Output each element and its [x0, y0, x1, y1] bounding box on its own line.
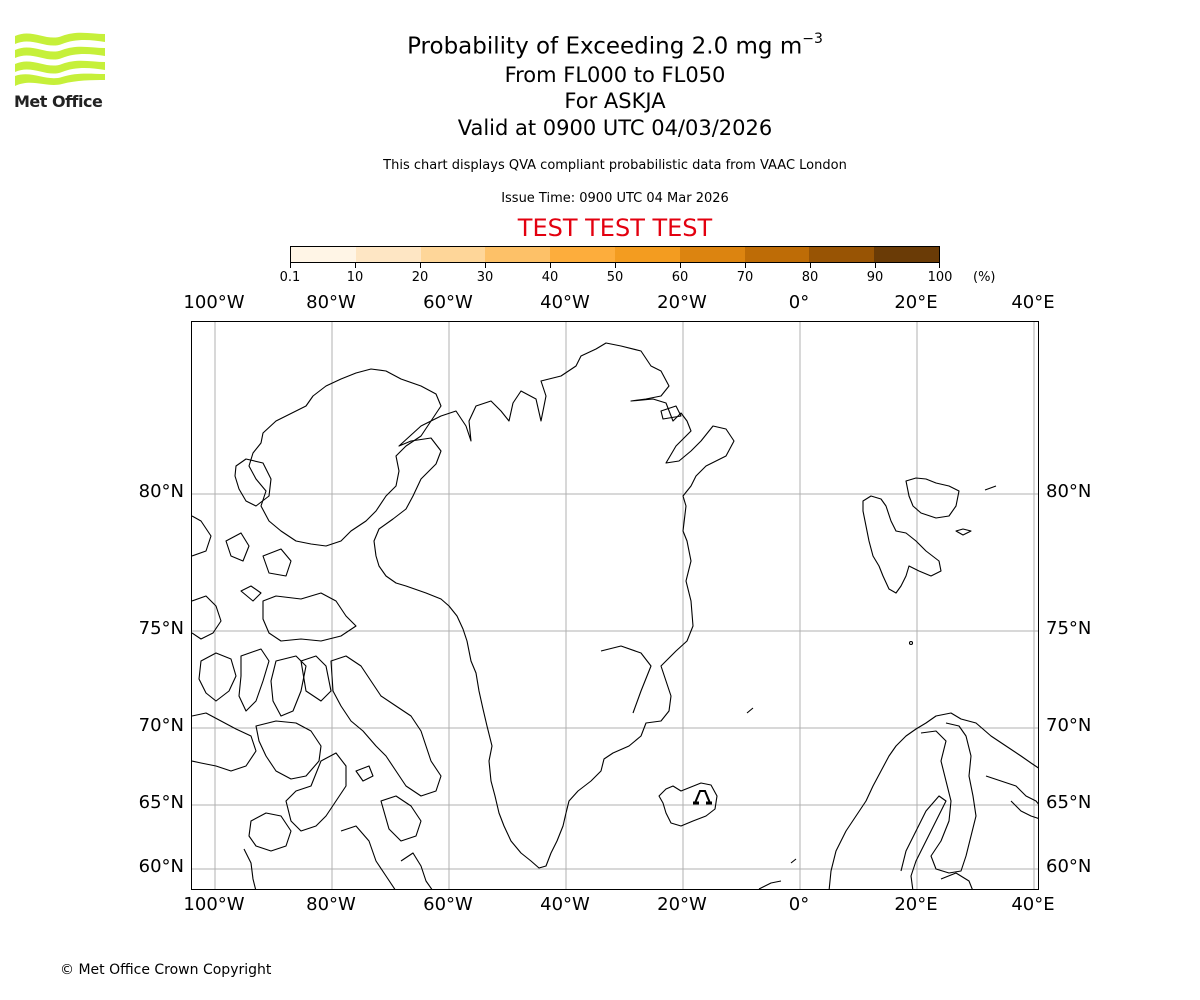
flight-level-range: From FL000 to FL050: [504, 63, 726, 87]
met-office-logo: Met Office: [12, 30, 108, 114]
gridlines: [192, 322, 1038, 889]
title-main: Probability of Exceeding 2.0 mg m: [407, 33, 803, 60]
latitude-label: 75°N: [1046, 618, 1092, 639]
colorbar-tick: [485, 263, 486, 268]
colorbar: [290, 246, 940, 263]
colorbar-tick: [745, 263, 746, 268]
latitude-label: 70°N: [1046, 715, 1092, 736]
colorbar-segment: [744, 247, 810, 262]
colorbar-unit: (%): [973, 270, 996, 285]
colorbar-tick-label: 0.1: [279, 270, 301, 285]
longitude-label: 100°W: [183, 894, 245, 915]
colorbar-tick-label: 50: [606, 270, 624, 285]
volcano-name: For ASKJA: [564, 89, 666, 113]
colorbar-segment: [679, 247, 745, 262]
colorbar-tick: [680, 263, 681, 268]
colorbar-tick: [290, 263, 291, 268]
svalbard-coast: [862, 495, 942, 594]
latitude-label: 60°N: [138, 856, 184, 877]
colorbar-segment: [291, 247, 356, 262]
met-office-wave-icon: [15, 32, 105, 86]
longitude-label: 100°W: [183, 292, 245, 313]
greenland-coast: [373, 342, 735, 869]
colorbar-tick-label: 100: [927, 270, 953, 285]
chart-description: This chart displays QVA compliant probab…: [383, 158, 847, 173]
colorbar-tick-label: 60: [671, 270, 689, 285]
colorbar-tick: [939, 263, 940, 268]
colorbar-tick: [810, 263, 811, 268]
colorbar-segment: [874, 247, 939, 262]
map-canvas: [192, 322, 1038, 889]
colorbar-tick-label: 30: [476, 270, 494, 285]
issue-time: Issue Time: 0900 UTC 04 Mar 2026: [501, 191, 729, 206]
longitude-label: 20°W: [657, 894, 707, 915]
iceland-coast: [658, 782, 718, 827]
colorbar-tick: [875, 263, 876, 268]
colorbar-tick-label: 10: [346, 270, 364, 285]
coastlines: [192, 342, 1038, 889]
colorbar-segment: [420, 247, 486, 262]
colorbar-segment: [809, 247, 875, 262]
test-banner: TEST TEST TEST: [517, 214, 713, 242]
longitude-label: 0°: [788, 894, 810, 915]
copyright-notice: © Met Office Crown Copyright: [60, 962, 272, 978]
logo-text: Met Office: [14, 92, 103, 111]
colorbar-tick-label: 80: [801, 270, 819, 285]
chart-title: Probability of Exceeding 2.0 mg m−3: [0, 26, 1200, 62]
colorbar-segment: [355, 247, 421, 262]
longitude-label: 40°E: [1011, 894, 1055, 915]
longitude-label: 80°W: [306, 894, 356, 915]
colorbar-tick-label: 20: [411, 270, 429, 285]
colorbar-ticks: [290, 263, 940, 269]
longitude-label: 20°E: [894, 292, 938, 313]
colorbar-tick-label: 70: [736, 270, 754, 285]
colorbar-tick: [615, 263, 616, 268]
longitude-label: 40°E: [1011, 292, 1055, 313]
longitude-label: 60°W: [423, 292, 473, 313]
colorbar-tick: [550, 263, 551, 268]
latitude-label: 65°N: [138, 792, 184, 813]
colorbar-tick: [355, 263, 356, 268]
latitude-label: 65°N: [1046, 792, 1092, 813]
volcano-marker-icon: [693, 790, 712, 805]
colorbar-segment: [485, 247, 551, 262]
longitude-label: 0°: [788, 292, 810, 313]
valid-time: Valid at 0900 UTC 04/03/2026: [457, 116, 773, 140]
colorbar-segment: [614, 247, 680, 262]
longitude-label: 80°W: [306, 292, 356, 313]
longitude-label: 40°W: [540, 894, 590, 915]
colorbar-tick: [420, 263, 421, 268]
colorbar-tick-label: 40: [541, 270, 559, 285]
latitude-label: 70°N: [138, 715, 184, 736]
longitude-label: 40°W: [540, 292, 590, 313]
scandinavia-coast: [828, 712, 1038, 889]
latitude-label: 60°N: [1046, 856, 1092, 877]
longitude-label: 20°W: [657, 292, 707, 313]
colorbar-tick-label: 90: [866, 270, 884, 285]
title-superscript: −3: [802, 31, 823, 47]
longitude-label: 60°W: [423, 894, 473, 915]
latitude-label: 75°N: [138, 618, 184, 639]
ellesmere-coast: [248, 368, 442, 547]
colorbar-segment: [550, 247, 615, 262]
latitude-label: 80°N: [1046, 481, 1092, 502]
latitude-label: 80°N: [138, 481, 184, 502]
map-panel[interactable]: [191, 321, 1039, 890]
longitude-label: 20°E: [894, 894, 938, 915]
